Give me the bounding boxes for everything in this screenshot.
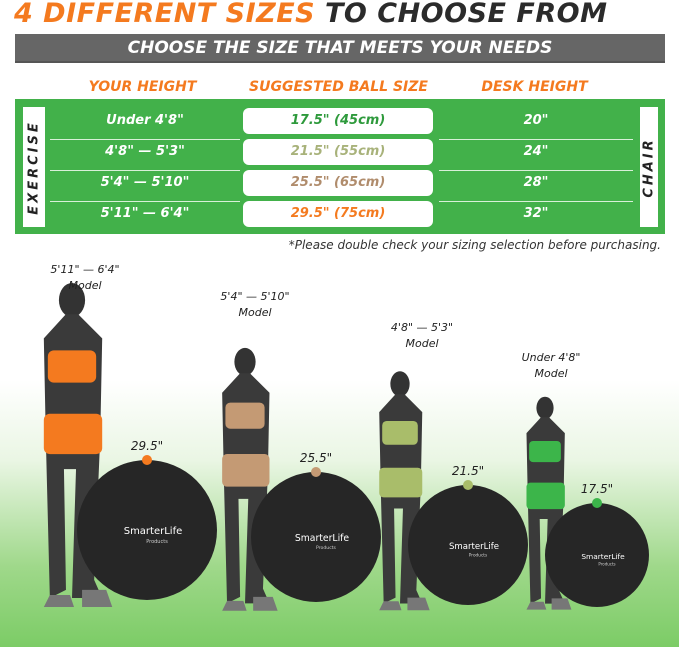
divider xyxy=(439,139,633,140)
model-range: 5'4" — 5'10" xyxy=(220,290,290,303)
model-shorts xyxy=(222,454,270,487)
brand-logo-tag: Products xyxy=(146,539,168,545)
exercise-ball xyxy=(77,460,217,600)
header-ball-size: SUGGESTED BALL SIZE xyxy=(249,79,428,95)
brand-logo-tag: Products xyxy=(598,562,615,567)
model-shoes xyxy=(379,597,430,611)
model-head xyxy=(234,347,256,376)
brand-logo: SmarterLife xyxy=(124,526,183,537)
model-label: 4'8" — 5'3" Model xyxy=(372,320,472,352)
ball-size-label: 21.5" xyxy=(451,464,485,478)
desk-height-cell: 24" xyxy=(523,144,549,159)
brand-logo: SmarterLife xyxy=(581,552,625,561)
model-head xyxy=(536,396,554,420)
ball-size-label: 25.5" xyxy=(299,451,333,465)
model-top xyxy=(47,350,97,383)
brand-logo: SmarterLife xyxy=(295,533,350,544)
model-label: 5'11" — 6'4" Model xyxy=(35,262,135,294)
model-shorts xyxy=(526,482,565,510)
divider xyxy=(50,201,240,202)
table-row: 5'4" — 5'10" 25.5" (65cm) 28" xyxy=(15,169,665,197)
divider xyxy=(50,170,240,171)
model-range: 5'11" — 6'4" xyxy=(50,263,120,276)
exercise-ball xyxy=(251,472,381,602)
divider xyxy=(50,139,240,140)
ball-size-cell: 21.5" (55cm) xyxy=(243,139,433,165)
model-text: Model xyxy=(534,367,568,380)
model-shoes xyxy=(43,589,113,608)
title-rest: TO CHOOSE FROM xyxy=(325,0,608,29)
desk-height-cell: 20" xyxy=(523,113,549,128)
exercise-ball xyxy=(408,485,528,605)
page-title: 4 DIFFERENT SIZES TO CHOOSE FROM xyxy=(14,0,666,29)
title-highlight: 4 DIFFERENT SIZES xyxy=(14,0,316,29)
model-head xyxy=(58,282,86,318)
model-label: Under 4'8" Model xyxy=(501,350,601,382)
subtitle-banner: CHOOSE THE SIZE THAT MEETS YOUR NEEDS xyxy=(15,34,665,63)
ball-size-cell: 25.5" (65cm) xyxy=(243,170,433,196)
model-shoes xyxy=(526,598,572,610)
ball-size-cell: 17.5" (45cm) xyxy=(243,108,433,134)
model-shorts xyxy=(43,413,103,455)
model-text: Model xyxy=(238,306,272,319)
divider xyxy=(439,201,633,202)
brand-logo: SmarterLife xyxy=(449,542,499,552)
model-top xyxy=(529,441,561,463)
ball-size-cell: 29.5" (75cm) xyxy=(243,201,433,227)
ball-marker xyxy=(142,455,152,465)
table-row: Under 4'8" 17.5" (45cm) 20" xyxy=(15,107,665,135)
model-top xyxy=(382,421,418,445)
desk-height-cell: 32" xyxy=(523,206,549,221)
table-row: 4'8" — 5'3" 21.5" (55cm) 24" xyxy=(15,138,665,166)
height-cell: Under 4'8" xyxy=(106,113,184,128)
ball-marker xyxy=(463,480,473,490)
ball-size-label: 17.5" xyxy=(580,482,614,496)
ball-marker xyxy=(592,498,602,508)
model-shoes xyxy=(222,596,278,611)
model-text: Model xyxy=(405,337,439,350)
height-cell: 5'4" — 5'10" xyxy=(100,175,190,190)
divider xyxy=(439,170,633,171)
chair-label: CHAIR xyxy=(640,107,658,227)
model-label: 5'4" — 5'10" Model xyxy=(205,289,305,321)
size-table: EXERCISE CHAIR Under 4'8" 17.5" (45cm) 2… xyxy=(15,99,665,234)
table-row: 5'11" — 6'4" 29.5" (75cm) 32" xyxy=(15,200,665,228)
header-desk-height: DESK HEIGHT xyxy=(481,79,588,95)
ball-marker xyxy=(311,467,321,477)
sizing-note: *Please double check your sizing selecti… xyxy=(288,238,661,252)
brand-logo-tag: Products xyxy=(469,553,488,559)
desk-height-cell: 28" xyxy=(523,175,549,190)
height-cell: 5'11" — 6'4" xyxy=(100,206,190,221)
model-shorts xyxy=(379,467,423,498)
header-height: YOUR HEIGHT xyxy=(88,79,197,95)
model-text: Model xyxy=(68,279,102,292)
exercise-ball xyxy=(545,503,649,607)
exercise-label: EXERCISE xyxy=(23,107,45,227)
model-top xyxy=(225,402,265,429)
model-range: Under 4'8" xyxy=(521,351,581,364)
ball-size-label: 29.5" xyxy=(130,439,164,453)
model-range: 4'8" — 5'3" xyxy=(390,321,454,334)
model-head xyxy=(390,371,410,397)
height-cell: 4'8" — 5'3" xyxy=(105,144,185,159)
brand-logo-tag: Products xyxy=(316,545,337,551)
